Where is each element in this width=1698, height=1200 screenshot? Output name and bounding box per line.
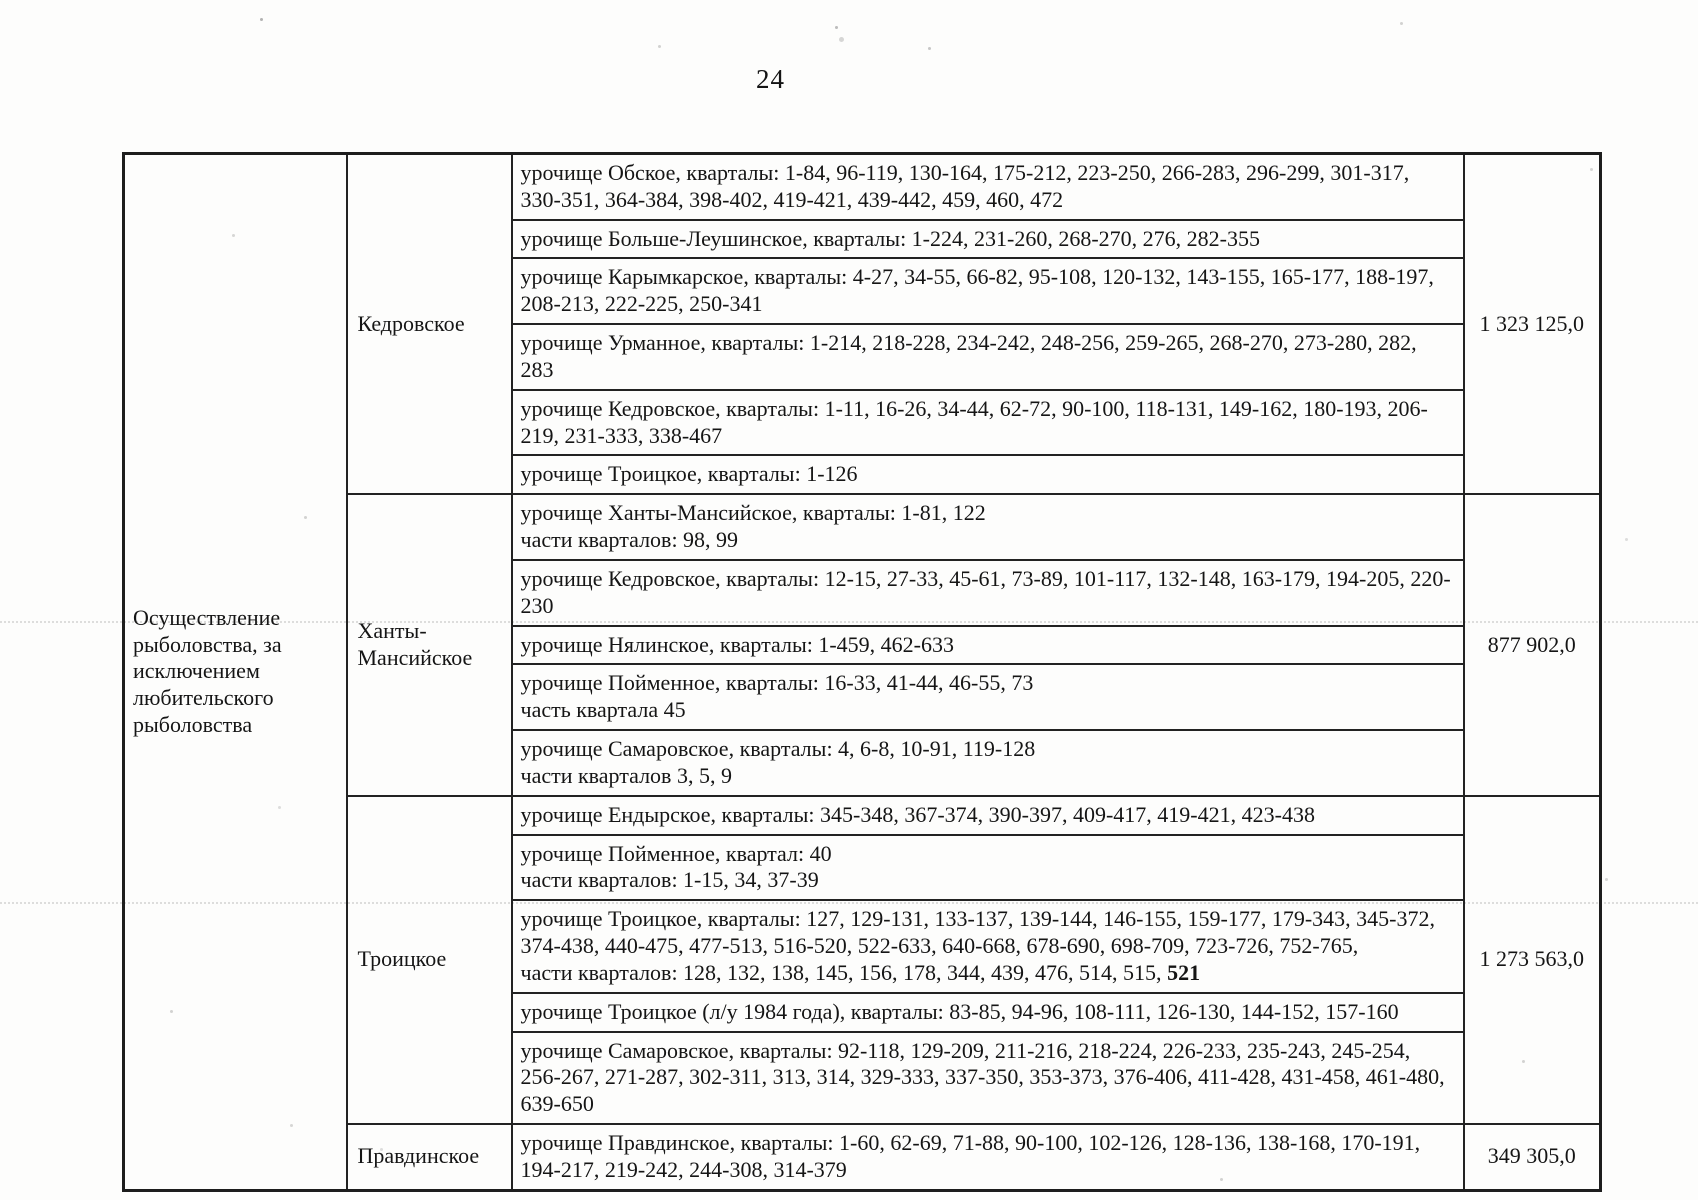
urochishche-cell: урочище Ханты-Мансийское, кварталы: 1-81… [510, 493, 1465, 561]
table-row: урочище Кедровское, кварталы: 1-11, 16-2… [124, 388, 1601, 457]
urochishche-text: урочище Самаровское, кварталы: 92-118, 1… [520, 1037, 1445, 1117]
table-row: урочище Пойменное, кварталы: 16-33, 41-4… [124, 663, 1601, 732]
table-row: Ханты-Мансийское урочище Ханты-Мансийско… [124, 493, 1602, 797]
urochishche-cell: урочище Троицкое, кварталы: 127, 129-131… [510, 899, 1465, 994]
urochishche-text: урочище Нялинское, кварталы: 1-459, 462-… [520, 631, 955, 657]
total-cell-pravdinskoye: 349 305,0 [1462, 1123, 1602, 1192]
urochishche-text: урочище Самаровское, кварталы: 4, 6-8, 1… [520, 736, 1036, 788]
urochishche-text: урочище Ханты-Мансийское, кварталы: 1-81… [520, 500, 986, 553]
area-cell-troitskoye: Троицкое [345, 794, 513, 1126]
urochishche-cell: урочище Троицкое (л/у 1984 года), кварта… [510, 991, 1465, 1033]
urochishche-text: урочище Правдинское, кварталы: 1-60, 62-… [520, 1130, 1421, 1182]
total-cell-kedrovskoye: 1 323 125,0 [1462, 152, 1602, 496]
urochishche-cell: урочище Кедровское, кварталы: 12-15, 27-… [510, 558, 1465, 627]
urochishche-cell: урочище Карымкарское, кварталы: 4-27, 34… [510, 257, 1465, 326]
table-row: Правдинское урочище Правдинское, квартал… [124, 1123, 1602, 1192]
urochishche-text: урочище Пойменное, кварталы: 16-33, 41-4… [520, 670, 1034, 723]
urochishche-text: урочище Урманное, кварталы: 1-214, 218-2… [520, 330, 1417, 382]
table-row: урочище Карымкарское, кварталы: 4-27, 34… [124, 257, 1601, 326]
table-row: урочище Пойменное, квартал: 40 части ква… [124, 833, 1601, 902]
urochishche-text: урочище Кедровское, кварталы: 1-11, 16-2… [520, 395, 1428, 448]
table-row: урочище Нялинское, кварталы: 1-459, 462-… [124, 624, 1601, 666]
area-cell-khanty-mansiyskoye: Ханты-Мансийское [345, 493, 513, 797]
total-cell-troitskoye: 1 273 563,0 [1462, 794, 1602, 1126]
urochishche-text: урочище Ендырское, кварталы: 345-348, 36… [520, 801, 1315, 827]
urochishche-text: урочище Больше-Леушинское, кварталы: 1-2… [520, 225, 1260, 251]
table-row: урочище Урманное, кварталы: 1-214, 218-2… [124, 323, 1601, 391]
urochishche-cell: урочище Правдинское, кварталы: 1-60, 62-… [510, 1123, 1465, 1192]
urochishche-text: урочище Карымкарское, кварталы: 4-27, 34… [520, 264, 1434, 317]
table-row: урочище Больше-Леушинское, кварталы: 1-2… [124, 218, 1601, 260]
urochishche-cell: урочище Самаровское, кварталы: 92-118, 1… [510, 1030, 1465, 1126]
forestry-fishing-table: Осуществление рыболовства, за исключение… [122, 152, 1602, 1192]
bold-quarter-number: 521 [1167, 959, 1201, 985]
urochishche-cell: урочище Пойменное, квартал: 40 части ква… [510, 833, 1465, 902]
table-row: урочище Троицкое, кварталы: 127, 129-131… [124, 899, 1601, 994]
urochishche-cell: урочище Урманное, кварталы: 1-214, 218-2… [510, 323, 1465, 391]
urochishche-text: урочище Троицкое, кварталы: 127, 129-131… [520, 906, 1435, 985]
urochishche-cell: урочище Нялинское, кварталы: 1-459, 462-… [510, 624, 1465, 666]
urochishche-cell: урочище Пойменное, кварталы: 16-33, 41-4… [510, 663, 1465, 732]
area-cell-pravdinskoye: Правдинское [345, 1123, 513, 1192]
urochishche-text: урочище Троицкое (л/у 1984 года), кварта… [520, 998, 1399, 1024]
total-cell-khanty-mansiyskoye: 877 902,0 [1462, 493, 1602, 797]
urochishche-cell: урочище Кедровское, кварталы: 1-11, 16-2… [510, 388, 1465, 457]
table-row: урочище Самаровское, кварталы: 4, 6-8, 1… [124, 729, 1601, 797]
urochishche-cell: урочище Обское, кварталы: 1-84, 96-119, … [510, 152, 1465, 221]
table-row: урочище Троицкое, кварталы: 1-126 [124, 454, 1601, 496]
page-number: 24 [756, 64, 785, 94]
table-row: Троицкое урочище Ендырское, кварталы: 34… [124, 794, 1602, 1126]
urochishche-cell: урочище Больше-Леушинское, кварталы: 1-2… [510, 218, 1465, 260]
urochishche-text: урочище Троицкое, кварталы: 1-126 [520, 461, 858, 487]
urochishche-text: урочище Обское, кварталы: 1-84, 96-119, … [520, 160, 1410, 212]
activity-cell: Осуществление рыболовства, за исключение… [122, 152, 348, 1192]
urochishche-cell: урочище Троицкое, кварталы: 1-126 [510, 454, 1465, 496]
urochishche-text: урочище Кедровское, кварталы: 12-15, 27-… [520, 565, 1451, 618]
urochishche-text: урочище Пойменное, квартал: 40 части ква… [520, 840, 832, 893]
urochishche-cell: урочище Ендырское, кварталы: 345-348, 36… [510, 794, 1465, 836]
table-row: урочище Самаровское, кварталы: 92-118, 1… [124, 1030, 1601, 1126]
area-cell-kedrovskoye: Кедровское [345, 152, 513, 496]
table-row: Осуществление рыболовства, за исключение… [122, 152, 1602, 1192]
table-row: урочище Троицкое (л/у 1984 года), кварта… [124, 991, 1601, 1033]
table-row: урочище Кедровское, кварталы: 12-15, 27-… [124, 558, 1601, 627]
urochishche-cell: урочище Самаровское, кварталы: 4, 6-8, 1… [510, 729, 1465, 797]
scan-noise [260, 18, 263, 21]
